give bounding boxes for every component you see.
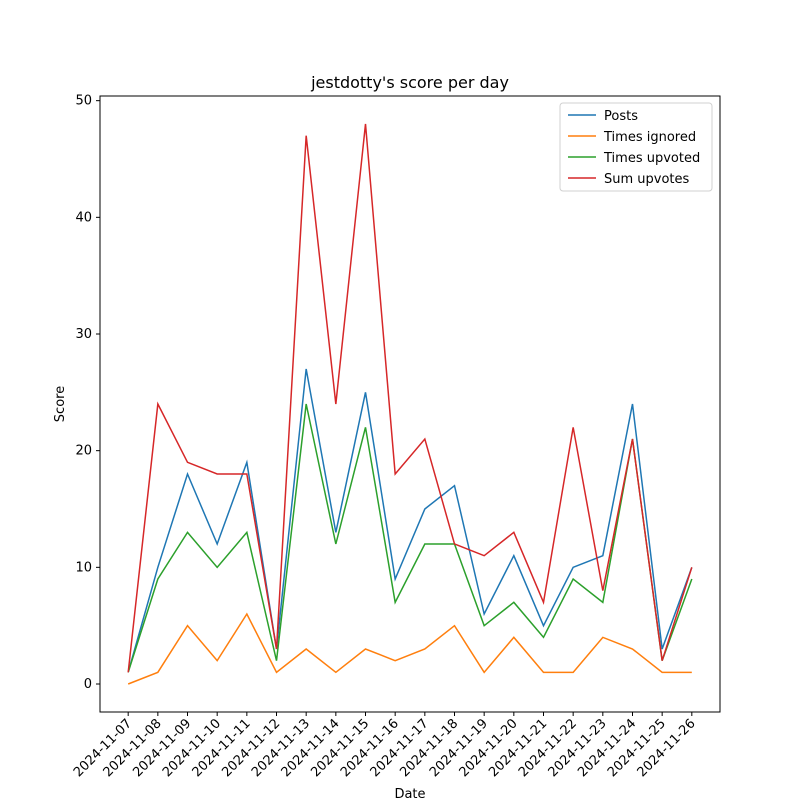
plot-frame	[99, 95, 721, 713]
legend-box	[559, 102, 713, 192]
legend-label: Sum upvotes	[604, 172, 690, 187]
y-tick-label: 20	[75, 444, 92, 459]
y-tick-label: 30	[75, 327, 92, 342]
y-tick-label: 0	[84, 677, 92, 692]
y-tick-label: 40	[75, 210, 92, 225]
legend-label: Times upvoted	[603, 151, 700, 166]
y-axis-label: Score	[53, 386, 68, 422]
legend-label: Times ignored	[603, 130, 696, 145]
legend-label: Posts	[604, 109, 638, 124]
series-line	[127, 368, 693, 673]
chart-title: jestdotty's score per day	[310, 73, 509, 92]
y-tick-label: 10	[75, 560, 92, 575]
y-tick-label: 50	[75, 94, 92, 109]
x-axis-label: Date	[394, 787, 425, 800]
series-line	[127, 403, 693, 673]
series-line	[127, 123, 693, 673]
series-line	[127, 612, 692, 685]
